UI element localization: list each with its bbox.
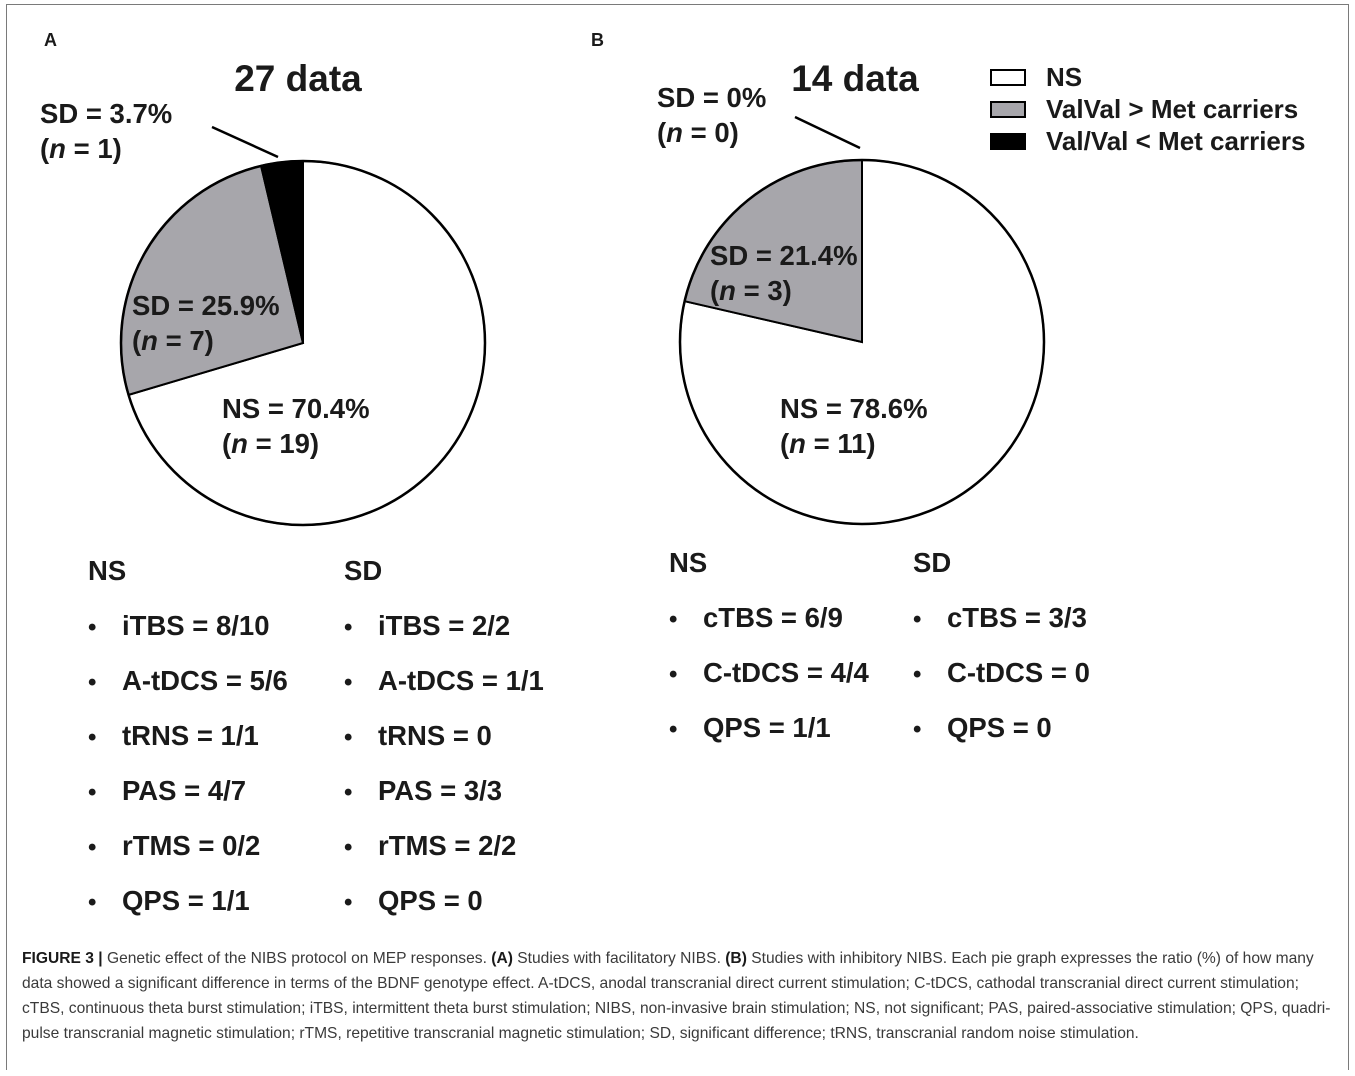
pie-a-leader-line	[211, 125, 279, 159]
list-b-sd-item: C-tDCS = 0	[947, 657, 1090, 688]
list-a-ns-bullet: •	[88, 779, 96, 806]
list-a-ns-item: PAS = 4/7	[122, 775, 246, 806]
list-a-ns-item: tRNS = 1/1	[122, 720, 259, 751]
caption-figure-label: FIGURE 3 |	[22, 950, 103, 967]
list-b-sd: • cTBS = 3/3 • C-tDCS = 0 • QPS = 0	[913, 602, 1090, 743]
list-b-ns-item: C-tDCS = 4/4	[703, 657, 870, 688]
caption-a-label: (A)	[491, 950, 513, 967]
list-b-sd-bullet: •	[913, 661, 921, 688]
pie-b-label-small-sd-n: (n = 0)	[657, 117, 739, 148]
list-b-sd-item: cTBS = 3/3	[947, 602, 1087, 633]
list-a-sd: • iTBS = 2/2 • A-tDCS = 1/1 • tRNS = 0 • PAS = …	[344, 610, 544, 916]
list-a-ns-bullet: •	[88, 834, 96, 861]
list-b-sd-bullet: •	[913, 716, 921, 743]
caption-intro: Genetic effect of the NIBS protocol on M…	[102, 950, 492, 967]
list-a-sd-item: PAS = 3/3	[378, 775, 502, 806]
list-b-sd-title: SD	[913, 547, 951, 578]
pie-b-label-ns: NS = 78.6%	[780, 393, 928, 424]
list-b-ns-item: cTBS = 6/9	[703, 602, 843, 633]
caption-b-label: (B)	[725, 950, 747, 967]
list-b-ns-bullet: •	[669, 716, 677, 743]
legend-swatch-ns	[990, 69, 1026, 86]
pie-b-leader-line	[794, 115, 861, 150]
list-b-sd-bullet: •	[913, 606, 921, 633]
pie-a-label-ns: NS = 70.4%	[222, 393, 370, 424]
pie-b-label-gray-sd: SD = 21.4%	[710, 240, 858, 271]
figure-canvas: A B 27 data 14 data SD = 3.7% (n = 1) SD…	[40, 30, 1305, 916]
list-b-ns-bullet: •	[669, 661, 677, 688]
chart-a-title: 27 data	[234, 58, 362, 99]
pie-a-outline	[119, 159, 487, 527]
chart-b-title: 14 data	[791, 58, 919, 99]
list-a-sd-bullet: •	[344, 889, 352, 916]
list-a-ns-bullet: •	[88, 724, 96, 751]
list-a-sd-item: rTMS = 2/2	[378, 830, 516, 861]
list-a-sd-bullet: •	[344, 779, 352, 806]
figure-frame-top	[6, 4, 1349, 5]
legend-label-ns: NS	[1046, 62, 1082, 92]
list-a-ns-bullet: •	[88, 669, 96, 696]
legend: NS ValVal > Met carriers Val/Val < Met c…	[990, 62, 1305, 156]
caption-b-text: Studies with inhibitory NIBS. Each pie g…	[22, 950, 1331, 1042]
list-a-sd-item: iTBS = 2/2	[378, 610, 510, 641]
list-a-sd-item: A-tDCS = 1/1	[378, 665, 544, 696]
list-a-sd-bullet: •	[344, 614, 352, 641]
pie-a	[119, 159, 487, 527]
panel-b-letter: B	[591, 30, 604, 50]
figure-caption: FIGURE 3 | Genetic effect of the NIBS pr…	[22, 946, 1340, 1046]
list-b-ns-item: QPS = 1/1	[703, 712, 831, 743]
list-b-ns: • cTBS = 6/9 • C-tDCS = 4/4 • QPS = 1/1	[669, 602, 870, 743]
figure-frame-right	[1348, 4, 1349, 1070]
pie-b-outline	[678, 158, 1046, 526]
panel-a-letter: A	[44, 30, 57, 50]
pie-b-label-gray-sd-n: (n = 3)	[710, 275, 792, 306]
pie-a-label-small-sd: SD = 3.7%	[40, 98, 172, 129]
pie-a-label-small-sd-n: (n = 1)	[40, 133, 122, 164]
caption-a-text: Studies with facilitatory NIBS.	[512, 950, 726, 967]
list-a-sd-bullet: •	[344, 669, 352, 696]
legend-swatch-valval-less	[990, 133, 1026, 150]
pie-a-label-gray-sd-n: (n = 7)	[132, 325, 214, 356]
list-a-sd-bullet: •	[344, 724, 352, 751]
list-a-ns-bullet: •	[88, 614, 96, 641]
list-b-ns-bullet: •	[669, 606, 677, 633]
pie-a-label-gray-sd: SD = 25.9%	[132, 290, 280, 321]
figure-frame-left	[6, 4, 7, 1070]
pie-b-label-small-sd: SD = 0%	[657, 82, 766, 113]
legend-label-valval-greater: ValVal > Met carriers	[1046, 94, 1298, 124]
list-a-ns-title: NS	[88, 555, 126, 586]
pie-a-label-ns-n: (n = 19)	[222, 428, 319, 459]
list-a-sd-item: QPS = 0	[378, 885, 483, 916]
list-a-ns-item: rTMS = 0/2	[122, 830, 260, 861]
list-a-sd-title: SD	[344, 555, 382, 586]
list-a-ns: • iTBS = 8/10 • A-tDCS = 5/6 • tRNS = 1/1 • PAS…	[88, 610, 288, 916]
pie-b	[678, 158, 1046, 526]
legend-swatch-valval-greater	[990, 101, 1026, 118]
list-a-ns-bullet: •	[88, 889, 96, 916]
list-a-ns-item: QPS = 1/1	[122, 885, 250, 916]
pie-b-label-ns-n: (n = 11)	[780, 428, 876, 459]
list-a-ns-item: iTBS = 8/10	[122, 610, 270, 641]
list-b-ns-title: NS	[669, 547, 707, 578]
legend-label-valval-less: Val/Val < Met carriers	[1046, 126, 1305, 156]
list-a-sd-bullet: •	[344, 834, 352, 861]
list-a-ns-item: A-tDCS = 5/6	[122, 665, 288, 696]
list-a-sd-item: tRNS = 0	[378, 720, 492, 751]
list-b-sd-item: QPS = 0	[947, 712, 1052, 743]
